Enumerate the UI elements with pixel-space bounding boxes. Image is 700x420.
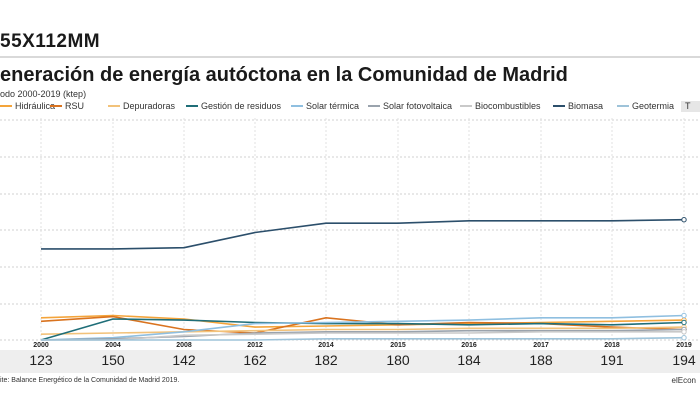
legend-swatch bbox=[186, 104, 198, 107]
legend-swatch bbox=[50, 104, 62, 107]
legend-label: Gestión de residuos bbox=[201, 101, 282, 111]
legend-label: Depuradoras bbox=[123, 101, 176, 111]
x-tick-label: 2016 bbox=[461, 342, 477, 349]
page-slug: 55X112MM bbox=[0, 31, 101, 52]
series-end-point bbox=[681, 312, 687, 319]
legend-swatch bbox=[553, 104, 565, 107]
total-value: 194 bbox=[672, 352, 696, 368]
series-end-point bbox=[681, 329, 687, 335]
legend-item: RSU bbox=[50, 101, 84, 111]
legend-item: Geotermia bbox=[617, 101, 674, 111]
source-note: ite: Balance Energético de la Comunidad … bbox=[0, 377, 180, 384]
legend-extra-label: T bbox=[685, 101, 691, 111]
legend-label: RSU bbox=[65, 101, 85, 111]
legend-label: Solar fotovoltaica bbox=[383, 101, 453, 111]
x-tick-label: 2000 bbox=[33, 342, 49, 349]
legend-label: Hidráulica bbox=[15, 101, 56, 111]
chart-legend: Hidráulica RSU Depuradoras Gestión de resid… bbox=[0, 101, 700, 115]
legend-label: Solar térmica bbox=[306, 101, 360, 111]
series-line-depuradoras bbox=[40, 326, 685, 335]
line-chart: 2000 2004 2008 2012 2014 2015 2016 2017 2018 2019 bbox=[0, 118, 700, 349]
legend-label: Biomasa bbox=[568, 101, 604, 111]
series-line-solar-t-rmica bbox=[40, 314, 685, 341]
total-value: 180 bbox=[386, 352, 410, 368]
series-end-point bbox=[681, 319, 687, 326]
legend-item: Hidráulica bbox=[0, 101, 55, 111]
legend-swatch bbox=[108, 104, 120, 107]
series-line-gesti-n-de-residuos bbox=[40, 318, 685, 341]
legend-item: Solar térmica bbox=[291, 101, 359, 111]
x-tick-label: 2004 bbox=[105, 342, 121, 349]
chart-title: eneración de energía autóctona en la Com… bbox=[0, 64, 568, 86]
total-value: 184 bbox=[457, 352, 481, 368]
chart-subtitle: odo 2000-2019 (ktep) bbox=[0, 89, 87, 99]
total-value: 150 bbox=[101, 352, 125, 368]
legend-swatch bbox=[617, 104, 629, 107]
legend-item: Gestión de residuos bbox=[186, 101, 281, 111]
legend-item: Biocombustibles bbox=[460, 101, 541, 111]
total-value: 191 bbox=[600, 352, 624, 368]
legend-swatch bbox=[291, 104, 303, 107]
legend-extra-swatch: T bbox=[681, 101, 700, 112]
legend-label: Biocombustibles bbox=[475, 101, 541, 111]
legend-item: Solar fotovoltaica bbox=[368, 101, 452, 111]
total-value: 182 bbox=[314, 352, 338, 368]
series-end-point bbox=[681, 217, 687, 223]
legend-item: Biomasa bbox=[553, 101, 603, 111]
x-tick-label: 2017 bbox=[533, 342, 549, 349]
legend-item: Depuradoras bbox=[108, 101, 175, 111]
x-tick-label: 2012 bbox=[247, 342, 263, 349]
legend-label: Geotermia bbox=[632, 101, 675, 111]
x-tick-label: 2014 bbox=[318, 342, 334, 349]
series-line-hidr-ulica bbox=[40, 314, 685, 328]
totals-band bbox=[0, 350, 700, 373]
legend-swatch bbox=[460, 104, 472, 107]
x-tick-label: 2019 bbox=[676, 342, 692, 349]
x-tick-label: 2008 bbox=[176, 342, 192, 349]
series-line-biocombustibles bbox=[41, 330, 684, 341]
x-tick-label: 2015 bbox=[390, 342, 406, 349]
series-line-geotermia bbox=[41, 336, 685, 341]
total-value: 188 bbox=[529, 352, 553, 368]
total-value: 142 bbox=[172, 352, 196, 368]
series-end-point bbox=[681, 335, 687, 341]
legend-swatch bbox=[0, 104, 12, 107]
brand-logo: elEcon bbox=[671, 376, 696, 385]
legend-swatch bbox=[368, 104, 380, 107]
series-line-biomasa bbox=[41, 218, 685, 250]
x-tick-label: 2018 bbox=[604, 342, 620, 349]
top-divider bbox=[0, 56, 700, 58]
total-value: 162 bbox=[243, 352, 267, 368]
total-value: 123 bbox=[29, 352, 53, 368]
